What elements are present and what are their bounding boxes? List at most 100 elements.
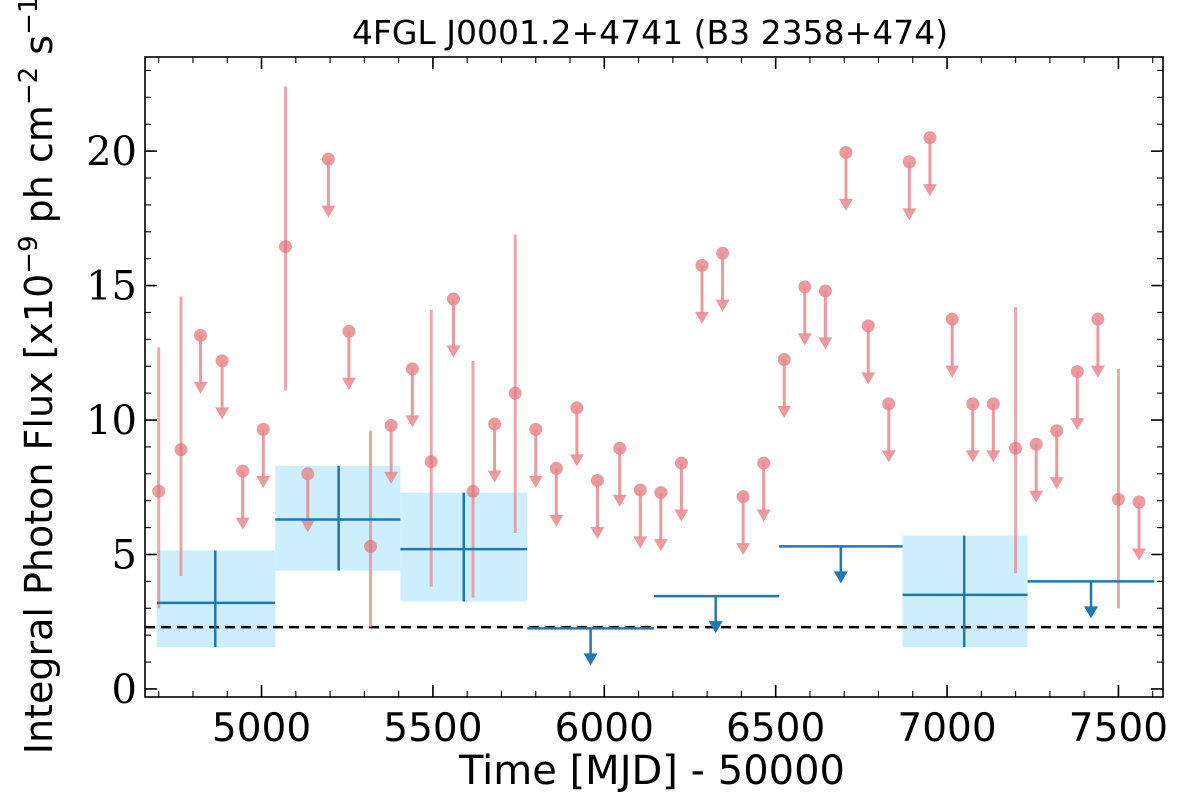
short-bin-upper-limit-point bbox=[674, 456, 688, 470]
short-bin-point bbox=[1009, 441, 1023, 455]
short-bin-upper-limit-point bbox=[695, 258, 709, 272]
short-bin-point bbox=[1111, 492, 1125, 506]
x-tick-label: 5000 bbox=[212, 706, 311, 751]
short-bin-upper-limit-arrow bbox=[1090, 365, 1105, 378]
short-bin-upper-limit-arrow bbox=[321, 205, 336, 218]
short-bin-point bbox=[174, 443, 188, 457]
short-bin-upper-limit-arrow bbox=[694, 311, 709, 324]
x-axis-label: Time [MJD] - 50000 bbox=[458, 748, 845, 794]
short-bin-upper-limit-point bbox=[1070, 365, 1084, 379]
short-bin-upper-limit-point bbox=[301, 467, 315, 481]
short-bin-upper-limit-arrow bbox=[818, 337, 833, 350]
short-bin-upper-limit-point bbox=[945, 312, 959, 326]
short-bin-upper-limit-arrow bbox=[736, 543, 751, 556]
short-bin-upper-limit-point bbox=[590, 474, 604, 488]
short-bin-upper-limit-point bbox=[549, 461, 563, 475]
short-bin-upper-limit-point bbox=[716, 246, 730, 260]
short-bin-upper-limit-arrow bbox=[881, 450, 896, 463]
short-bin-upper-limit-arrow bbox=[569, 454, 584, 467]
short-bin-upper-limit-point bbox=[777, 353, 791, 367]
short-bin-upper-limit-arrow bbox=[777, 405, 792, 418]
short-bin-upper-limit-arrow bbox=[715, 299, 730, 312]
short-bin-upper-limit-point bbox=[966, 397, 980, 411]
short-bin-upper-limit-point bbox=[861, 319, 875, 333]
short-bin-upper-limit-arrow bbox=[405, 415, 420, 428]
y-tick-label: 10 bbox=[86, 398, 137, 444]
y-axis-label-mid: ph cm bbox=[17, 105, 61, 235]
short-bin-upper-limit-point bbox=[236, 464, 250, 478]
short-bin-upper-limit-point bbox=[654, 486, 668, 500]
short-bin-upper-limit-point bbox=[256, 422, 270, 436]
plot-frame bbox=[144, 56, 1164, 698]
svg-text:Integral Photon Flux [x10−9 ph: Integral Photon Flux [x10−9 ph cm−2 s−1] bbox=[14, 0, 61, 754]
x-tick-label: 6000 bbox=[555, 706, 654, 751]
short-bin-upper-limit-arrow bbox=[653, 539, 668, 552]
short-bin-series bbox=[152, 86, 1147, 628]
y-tick-label: 15 bbox=[86, 264, 137, 310]
short-bin-upper-limit-arrow bbox=[549, 514, 564, 527]
short-bin-upper-limit-arrow bbox=[590, 527, 605, 539]
x-tick-label: 7000 bbox=[897, 706, 996, 751]
short-bin-upper-limit-arrow bbox=[945, 365, 960, 378]
y-axis-label-base: Integral Photon Flux [x10 bbox=[17, 274, 61, 755]
x-tick-label: 6500 bbox=[726, 706, 825, 751]
short-bin-upper-limit-arrow bbox=[756, 509, 771, 522]
short-bin-upper-limit-point bbox=[405, 362, 419, 376]
y-axis-label-exponent: −2 bbox=[14, 67, 44, 105]
short-bin-upper-limit-arrow bbox=[1049, 477, 1064, 490]
short-bin-upper-limit-arrow bbox=[256, 475, 271, 488]
long-bin-upper-limit-arrow bbox=[1084, 606, 1099, 619]
x-tick-label: 7500 bbox=[1069, 706, 1168, 751]
short-bin-upper-limit-point bbox=[923, 131, 937, 145]
axis-ticks: 5000 5500 6000 6500 7000 7500 0 5 10 15 20 bbox=[86, 57, 1168, 751]
y-axis-label-exponent: −1 bbox=[14, 0, 44, 35]
chart-title: 4FGL J0001.2+4741 (B3 2358+474) bbox=[352, 13, 948, 52]
short-bin-upper-limit-point bbox=[736, 490, 750, 504]
short-bin-upper-limit-arrow bbox=[986, 450, 1001, 463]
short-bin-upper-limit-arrow bbox=[674, 509, 689, 522]
short-bin-point bbox=[508, 386, 522, 400]
short-bin-upper-limit-arrow bbox=[384, 471, 399, 484]
short-bin-upper-limit-point bbox=[1029, 437, 1043, 451]
short-bin-upper-limit-arrow bbox=[612, 494, 627, 507]
short-bin-upper-limit-point bbox=[798, 280, 812, 294]
short-bin-point bbox=[424, 455, 438, 469]
long-bin-error-bands bbox=[156, 465, 1028, 648]
y-tick-label: 0 bbox=[112, 667, 137, 713]
short-bin-upper-limit-arrow bbox=[528, 475, 543, 488]
short-bin-upper-limit-arrow bbox=[341, 377, 356, 390]
y-tick-label: 20 bbox=[86, 129, 137, 175]
short-bin-upper-limit-point bbox=[1091, 312, 1105, 326]
long-bin-series bbox=[156, 465, 1155, 666]
short-bin-upper-limit-point bbox=[902, 155, 916, 169]
y-axis-label-exponent: −9 bbox=[14, 235, 44, 273]
short-bin-upper-limit-point bbox=[321, 152, 335, 166]
short-bin-upper-limit-point bbox=[633, 483, 647, 497]
long-bin-upper-limit-arrow bbox=[583, 653, 598, 666]
short-bin-upper-limit-point bbox=[757, 456, 771, 470]
short-bin-upper-limit-point bbox=[839, 145, 853, 159]
short-bin-upper-limit-point bbox=[818, 284, 832, 298]
short-bin-upper-limit-arrow bbox=[965, 450, 980, 463]
short-bin-upper-limit-point bbox=[1050, 424, 1064, 438]
short-bin-upper-limit-point bbox=[342, 324, 356, 338]
short-bin-upper-limit-point bbox=[215, 354, 229, 368]
short-bin-upper-limit-arrow bbox=[1132, 548, 1147, 561]
short-bin-upper-limit-point bbox=[1132, 495, 1146, 509]
short-bin-upper-limit-arrow bbox=[1029, 490, 1044, 503]
short-bin-upper-limit-point bbox=[986, 397, 1000, 411]
short-bin-upper-limit-arrow bbox=[838, 198, 853, 211]
x-tick-label: 5500 bbox=[383, 706, 482, 751]
short-bin-upper-limit-arrow bbox=[861, 372, 876, 385]
short-bin-upper-limit-arrow bbox=[633, 536, 648, 549]
y-axis-label: Integral Photon Flux [x10−9 ph cm−2 s−1] bbox=[14, 0, 61, 754]
short-bin-upper-limit-point bbox=[384, 418, 398, 432]
short-bin-upper-limit-point bbox=[529, 422, 543, 436]
y-axis-label-s: s bbox=[17, 35, 61, 67]
long-bin-upper-limit-arrow bbox=[708, 621, 723, 634]
short-bin-upper-limit-arrow bbox=[1070, 418, 1085, 431]
short-bin-point bbox=[364, 539, 378, 553]
short-bin-upper-limit-arrow bbox=[487, 470, 502, 483]
short-bin-upper-limit-arrow bbox=[300, 520, 315, 533]
